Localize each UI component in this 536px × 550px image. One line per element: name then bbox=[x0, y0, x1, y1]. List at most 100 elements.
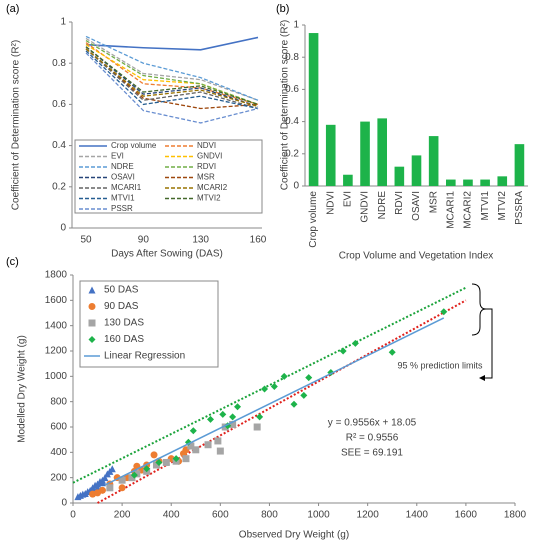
point bbox=[219, 410, 227, 418]
bar bbox=[325, 124, 336, 186]
point bbox=[118, 484, 126, 492]
point bbox=[256, 413, 264, 421]
x-tick-label: MTVI2 bbox=[497, 191, 508, 221]
series-line bbox=[85, 48, 259, 110]
x-tick-label: 1400 bbox=[406, 510, 429, 521]
x-tick-label: RDVI bbox=[394, 191, 405, 215]
y-tick-label: 800 bbox=[50, 396, 67, 407]
x-tick-label: EVI bbox=[343, 191, 354, 207]
annotation: R² = 0.9556 bbox=[346, 433, 399, 444]
legend-label: MTVI1 bbox=[111, 194, 135, 203]
x-tick-label: OSAVI bbox=[411, 191, 422, 221]
legend-box bbox=[79, 280, 219, 368]
legend-label: MCARI2 bbox=[197, 183, 228, 192]
prediction-limit bbox=[72, 286, 467, 484]
y-tick-label: 200 bbox=[50, 472, 67, 483]
point bbox=[101, 474, 109, 482]
legend-label: MTVI2 bbox=[197, 194, 221, 203]
legend-label: EVI bbox=[111, 152, 124, 161]
x-tick-label: MSR bbox=[428, 191, 439, 213]
x-tick-label: 90 bbox=[138, 235, 150, 246]
y-tick-label: 1 bbox=[293, 20, 299, 31]
legend-label: OSAVI bbox=[111, 173, 135, 182]
annotation: y = 0.9556x + 18.05 bbox=[328, 418, 417, 429]
bar bbox=[446, 179, 456, 186]
point bbox=[221, 423, 229, 431]
point bbox=[234, 403, 242, 411]
point bbox=[128, 474, 136, 482]
legend-label: MCARI1 bbox=[111, 183, 142, 192]
point bbox=[280, 372, 288, 380]
legend-label: NDVI bbox=[197, 141, 216, 150]
legend-label: 90 DAS bbox=[104, 301, 139, 312]
point bbox=[152, 461, 160, 469]
point bbox=[106, 484, 114, 492]
bar bbox=[377, 118, 387, 186]
y-tick-label: 1800 bbox=[45, 270, 68, 281]
point bbox=[98, 479, 106, 487]
series-line bbox=[85, 44, 259, 106]
point bbox=[130, 471, 138, 479]
point bbox=[155, 458, 163, 466]
point bbox=[214, 437, 222, 445]
point bbox=[192, 446, 200, 454]
point bbox=[270, 382, 278, 390]
x-tick-label: Crop volume bbox=[308, 191, 319, 248]
x-tick-label: NDVI bbox=[325, 191, 336, 215]
point bbox=[351, 339, 359, 347]
point bbox=[118, 476, 126, 484]
point bbox=[207, 415, 215, 423]
x-tick-label: 1800 bbox=[504, 510, 527, 521]
legend-box bbox=[74, 139, 263, 214]
y-tick-label: 1000 bbox=[45, 371, 68, 382]
y-tick-label: 0 bbox=[60, 223, 66, 234]
arrow bbox=[484, 308, 493, 379]
legend-swatch bbox=[88, 286, 96, 294]
point bbox=[290, 400, 298, 408]
x-tick-label: 160 bbox=[250, 235, 267, 246]
y-tick-label: 0.8 bbox=[52, 58, 66, 69]
x-tick-label: MCARI1 bbox=[445, 191, 456, 229]
series-line bbox=[85, 48, 259, 108]
legend-swatch bbox=[88, 319, 96, 327]
point bbox=[182, 455, 190, 463]
y-tick-label: 0.2 bbox=[285, 148, 299, 159]
legend-label: GNDVI bbox=[197, 152, 222, 161]
y-tick-label: 0.8 bbox=[285, 52, 299, 63]
panel-label: (a) bbox=[6, 3, 19, 15]
x-tick-label: 800 bbox=[261, 510, 278, 521]
point bbox=[143, 465, 151, 473]
point bbox=[229, 413, 237, 421]
y-tick-label: 0.6 bbox=[52, 99, 66, 110]
point bbox=[253, 423, 261, 431]
x-axis-label: Crop Volume and Vegetation Index bbox=[339, 251, 494, 262]
bar bbox=[394, 166, 405, 186]
y-tick-label: 1400 bbox=[45, 320, 68, 331]
legend-swatch bbox=[88, 303, 96, 310]
bar bbox=[308, 33, 319, 186]
x-tick-label: PSSRA bbox=[514, 191, 525, 225]
y-tick-label: 600 bbox=[50, 422, 67, 433]
x-tick-label: NDRE bbox=[377, 191, 388, 220]
y-tick-label: 0 bbox=[293, 181, 299, 192]
y-tick-label: 0.2 bbox=[52, 181, 66, 192]
point bbox=[204, 441, 212, 449]
point bbox=[261, 385, 269, 393]
series-line bbox=[85, 35, 259, 101]
series-line bbox=[85, 37, 259, 101]
point bbox=[172, 455, 180, 463]
series-line bbox=[85, 52, 259, 124]
point bbox=[187, 442, 195, 450]
bar bbox=[497, 176, 508, 186]
y-tick-label: 400 bbox=[50, 447, 67, 458]
panel-label: (c) bbox=[6, 256, 19, 268]
legend-label: NDRE bbox=[111, 162, 134, 171]
y-axis-label: Coefficient of Determination score (R²) bbox=[280, 20, 291, 190]
bar bbox=[343, 174, 353, 186]
series-line bbox=[85, 42, 259, 106]
y-tick-label: 0.4 bbox=[285, 116, 299, 127]
legend-swatch bbox=[88, 336, 96, 343]
series-line bbox=[85, 46, 259, 108]
